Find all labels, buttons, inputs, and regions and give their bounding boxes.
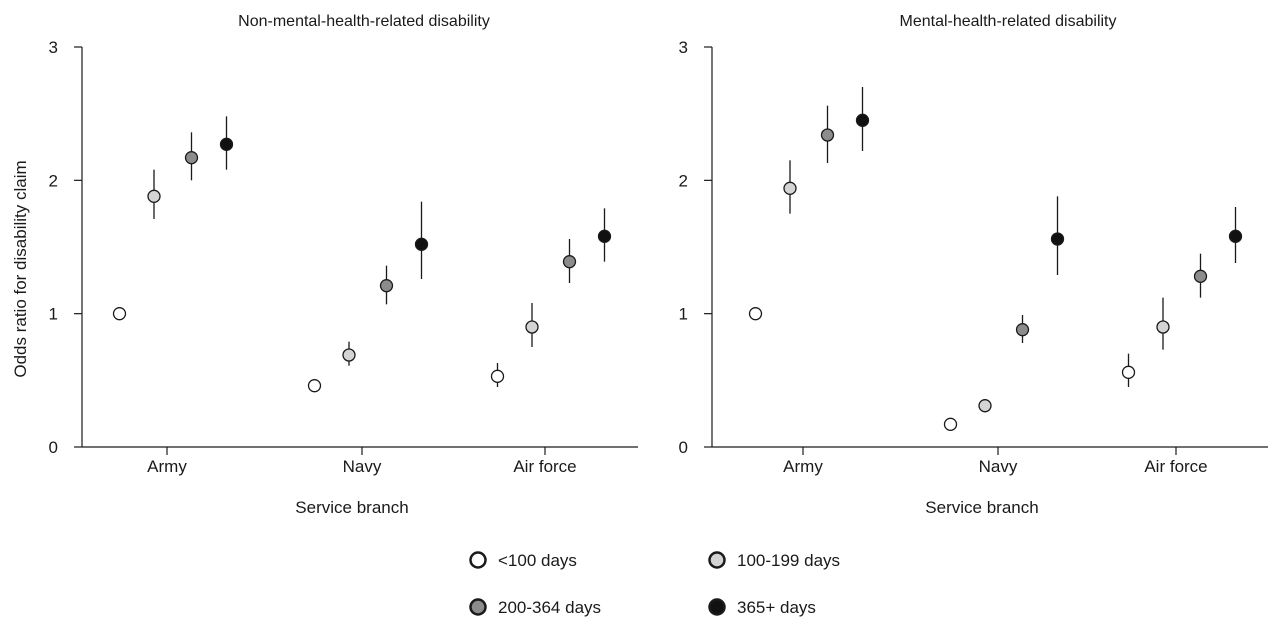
point-200-364-days-air-force [562, 255, 577, 269]
point-365-days-army [855, 113, 870, 127]
legend-item-100-days: <100 days [469, 551, 577, 570]
x-tick-label: Air force [1144, 457, 1207, 476]
y-tick-label: 1 [679, 305, 688, 324]
x-axis-label: Service branch [295, 498, 408, 517]
point-365-days-air-force [1228, 229, 1243, 243]
point-100-days-air-force [1121, 365, 1136, 379]
point-100-days-army [748, 307, 763, 321]
point-100-199-days-navy [978, 399, 992, 413]
point-100-199-days-navy [342, 348, 356, 362]
chart-title: Mental-health-related disability [900, 13, 1117, 30]
x-tick-label: Army [783, 457, 823, 476]
point-100-days-navy [943, 417, 958, 431]
y-tick-label: 3 [679, 38, 688, 57]
x-tick-label: Navy [979, 457, 1018, 476]
legend-item-365-days: 365+ days [708, 598, 816, 617]
legend-label: 365+ days [737, 598, 816, 617]
point-100-days-air-force [490, 369, 505, 383]
legend-marker-circle-white [469, 551, 487, 569]
legend-item-100-199-days: 100-199 days [708, 551, 840, 570]
point-200-364-days-army [184, 151, 199, 165]
y-axis-label: Odds ratio for disability claim [11, 160, 30, 377]
legend-marker-circle-black [708, 598, 726, 616]
point-200-364-days-air-force [1193, 269, 1208, 283]
x-tick-label: Army [147, 457, 187, 476]
point-365-days-army [219, 137, 234, 151]
point-100-days-navy [307, 379, 322, 393]
point-365-days-air-force [597, 229, 612, 243]
x-tick-label: Navy [343, 457, 382, 476]
point-100-199-days-army [783, 181, 797, 195]
chart-title: Non-mental-health-related disability [238, 13, 490, 30]
y-tick-label: 2 [679, 171, 688, 190]
legend-item-200-364-days: 200-364 days [469, 598, 601, 617]
point-365-days-navy [414, 237, 429, 251]
legend-marker-circle-light-gray [708, 551, 726, 569]
y-tick-label: 3 [49, 38, 58, 57]
point-200-364-days-navy [379, 279, 394, 293]
panel-non-mental-health: Non-mental-health-related disability 0 1 2 3… [11, 13, 638, 517]
point-200-364-days-navy [1015, 323, 1030, 337]
legend-label: 200-364 days [498, 598, 601, 617]
legend-label: <100 days [498, 551, 577, 570]
point-100-199-days-air-force [1156, 320, 1170, 334]
panel-mental-health: Mental-health-related disability 0 1 2 3 Army… [679, 13, 1268, 517]
point-100-days-army [112, 307, 127, 321]
x-axis-label: Service branch [925, 498, 1038, 517]
y-tick-label: 1 [49, 305, 58, 324]
legend-marker-circle-dark-gray [469, 598, 487, 616]
point-365-days-navy [1050, 232, 1065, 246]
y-tick-label: 2 [49, 171, 58, 190]
point-200-364-days-army [820, 128, 835, 142]
legend-label: 100-199 days [737, 551, 840, 570]
point-100-199-days-army [147, 189, 161, 203]
y-tick-label: 0 [49, 438, 58, 457]
x-tick-label: Air force [513, 457, 576, 476]
point-100-199-days-air-force [525, 320, 539, 334]
legend: <100 days 100-199 days 200-364 days 365+ da… [469, 551, 840, 617]
y-tick-label: 0 [679, 438, 688, 457]
